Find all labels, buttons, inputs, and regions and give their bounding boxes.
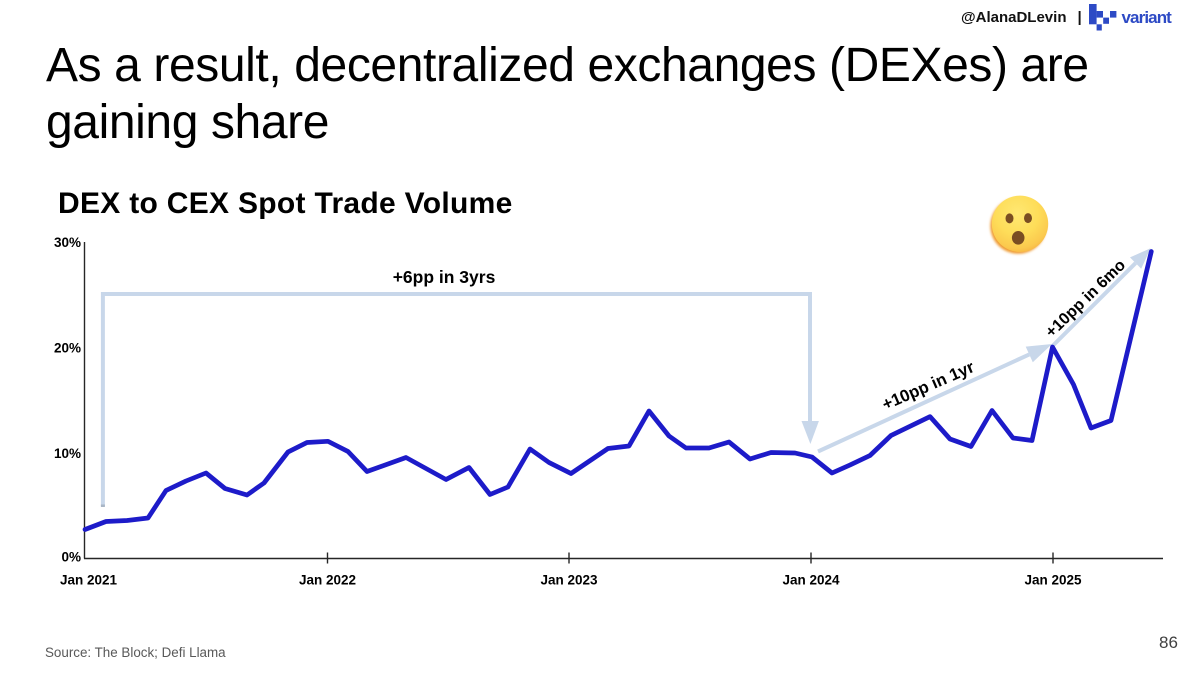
svg-text:+10pp in 6mo: +10pp in 6mo (1042, 256, 1129, 341)
svg-text:Jan 2022: Jan 2022 (299, 573, 356, 588)
svg-text:Jan 2023: Jan 2023 (540, 573, 598, 588)
svg-text:Jan 2024: Jan 2024 (782, 573, 840, 588)
svg-text:+6pp in 3yrs: +6pp in 3yrs (393, 267, 496, 287)
svg-text:20%: 20% (54, 340, 81, 355)
svg-text:Jan 2025: Jan 2025 (1024, 573, 1082, 588)
svg-text:Jan 2021: Jan 2021 (60, 573, 118, 588)
svg-text:30%: 30% (54, 235, 81, 250)
svg-text:0%: 0% (61, 550, 81, 565)
svg-text:10%: 10% (54, 446, 81, 461)
